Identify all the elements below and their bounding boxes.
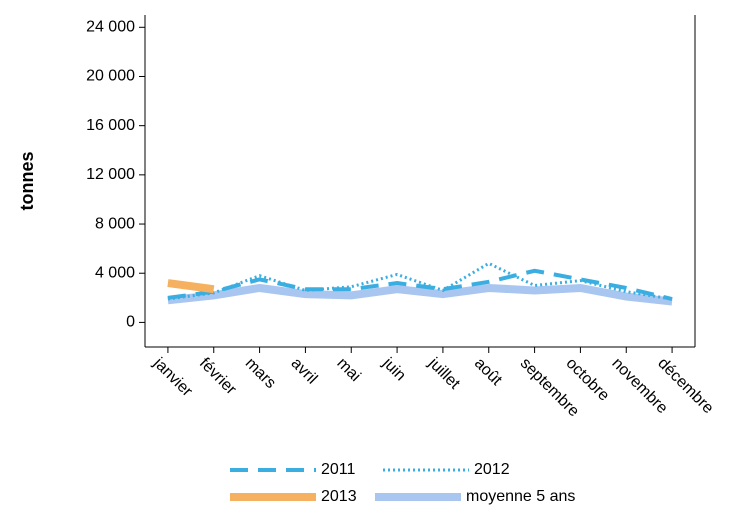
- y-tick-label: 0: [126, 314, 135, 331]
- x-tick-label: juin: [379, 354, 409, 384]
- series-line: [167, 268, 673, 301]
- y-tick-label: 4 000: [95, 264, 135, 281]
- legend-label: 2013: [321, 488, 357, 505]
- series-line: [167, 283, 673, 306]
- series-line: [167, 279, 215, 294]
- y-tick-label: 8 000: [95, 215, 135, 232]
- x-tick-label: mars: [242, 355, 279, 392]
- x-tick-label: février: [196, 355, 240, 399]
- y-tick-label: 12 000: [86, 166, 135, 183]
- legend-label: 2012: [474, 461, 510, 478]
- x-tick-label: avril: [288, 355, 321, 388]
- legend-label: moyenne 5 ans: [466, 488, 575, 505]
- x-tick-label: janvier: [149, 354, 196, 401]
- y-axis-label: tonnes: [17, 151, 37, 210]
- x-tick-label: mai: [333, 355, 363, 385]
- x-tick-label: juillet: [424, 354, 463, 393]
- y-tick-label: 20 000: [86, 68, 135, 85]
- series-line: [167, 261, 673, 301]
- legend-label: 2011: [321, 461, 356, 478]
- y-tick-label: 16 000: [86, 117, 135, 134]
- y-tick-label: 24 000: [86, 19, 135, 36]
- x-tick-label: août: [471, 355, 505, 389]
